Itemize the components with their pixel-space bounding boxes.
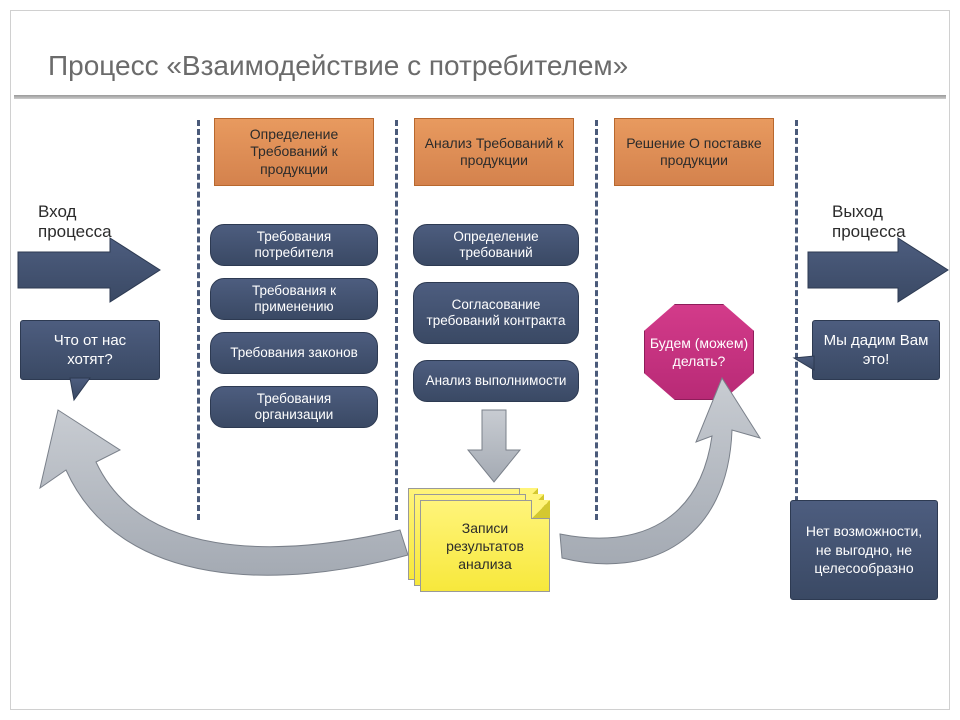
pill-req-org: Требования организации [210,386,378,428]
callout-left: Что от нас хотят? [20,320,160,380]
pill-contract-agree: Согласование требований контракта [413,282,579,344]
phase-sep-3 [595,120,598,520]
doc-front: Записи результатов анализа [420,500,550,592]
phase-3: Решение О поставке продукции [614,118,774,186]
pill-req-consumer: Требования потребителя [210,224,378,266]
phase-sep-2 [395,120,398,520]
phase-sep-4 [795,120,798,520]
input-label: Вход процесса [38,202,138,242]
page-title: Процесс «Взаимодействие с потребителем» [48,50,628,82]
phase-sep-1 [197,120,200,520]
pill-req-application: Требования к применению [210,278,378,320]
pill-req-laws: Требования законов [210,332,378,374]
textbox-no-possibility: Нет возможности, не выгодно, не целесооб… [790,500,938,600]
phase-2: Анализ Требований к продукции [414,118,574,186]
pill-feasibility: Анализ выполнимости [413,360,579,402]
pill-define-req: Определение требований [413,224,579,266]
title-underline [14,95,946,99]
output-label: Выход процесса [832,202,932,242]
callout-right: Мы дадим Вам это! [812,320,940,380]
decision-octagon: Будем (можем) делать? [644,304,754,400]
phase-1: Определение Требований к продукции [214,118,374,186]
